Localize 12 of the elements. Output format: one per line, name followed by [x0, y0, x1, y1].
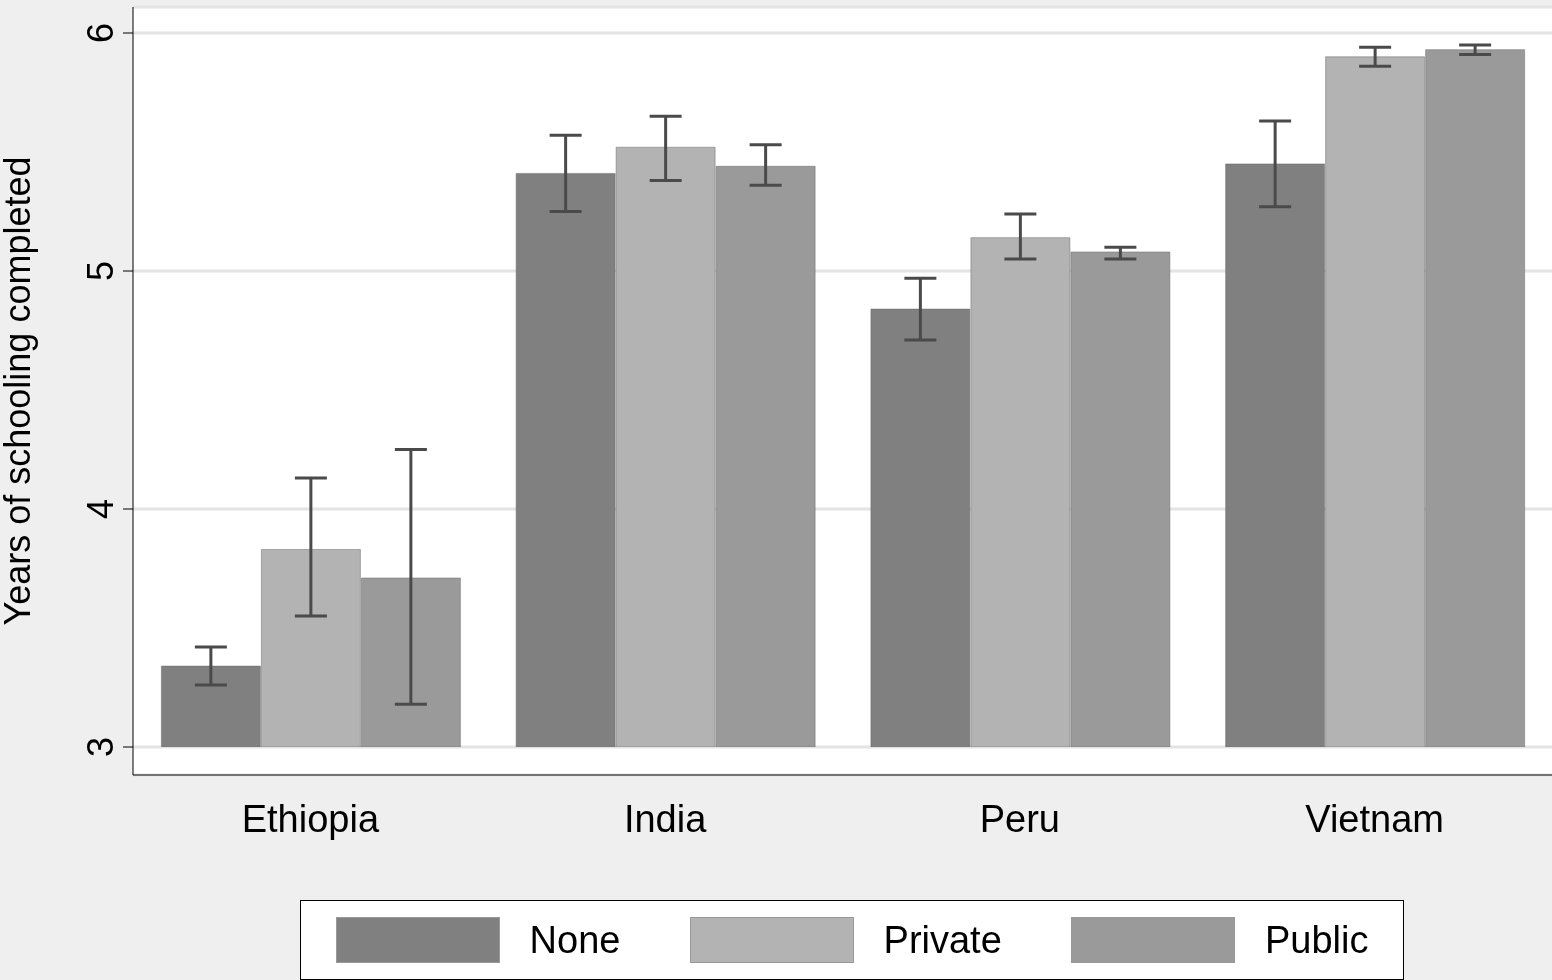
x-tick-label: India [623, 797, 708, 840]
y-axis-title: Years of schooling completed [0, 156, 38, 626]
legend-label: Public [1264, 918, 1369, 962]
legend-label: None [529, 918, 621, 962]
y-tick-label: 3 [80, 736, 121, 758]
x-tick-label: Vietnam [1305, 797, 1444, 840]
x-tick-label: Ethiopia [241, 797, 380, 840]
y-tick-label: 5 [80, 260, 121, 282]
y-tick-label: 6 [80, 22, 121, 44]
legend-label: Private [883, 918, 1002, 962]
x-tick-label: Peru [979, 797, 1061, 840]
y-tick-label: 4 [80, 498, 121, 520]
